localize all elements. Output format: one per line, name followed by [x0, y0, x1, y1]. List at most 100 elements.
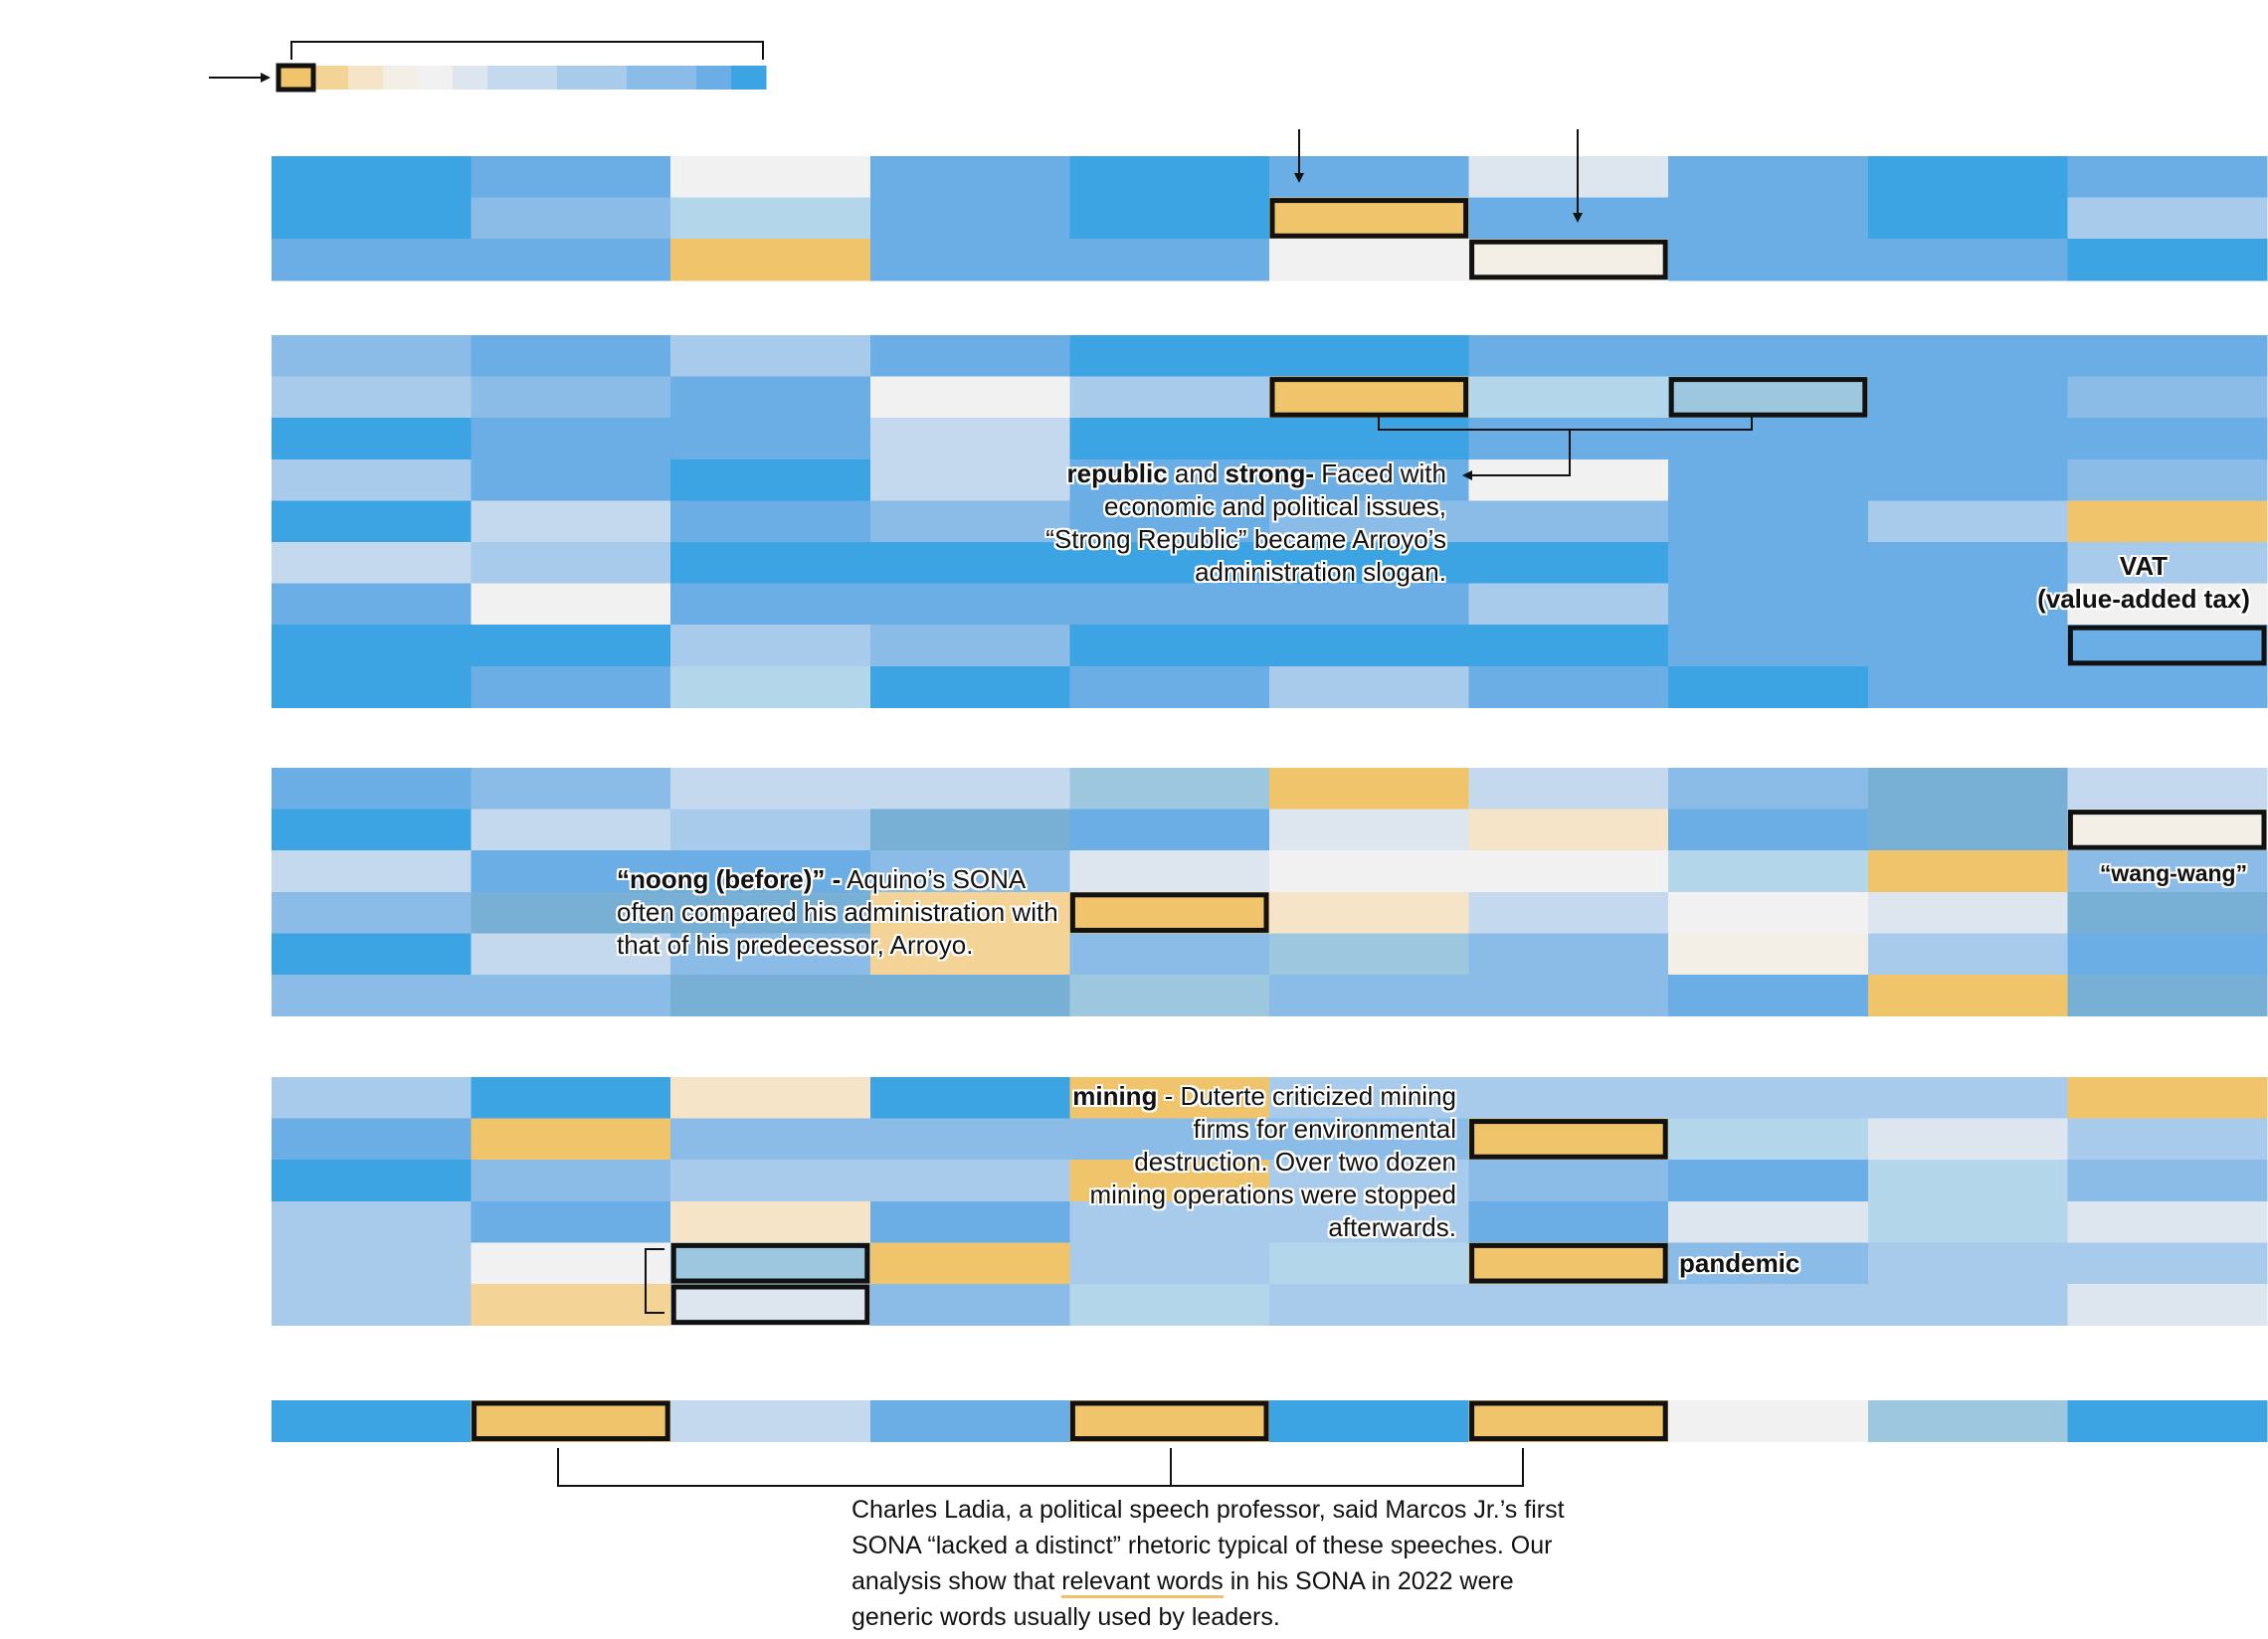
heatmap-cell [869, 1118, 1070, 1161]
heatmap-cell [471, 809, 671, 851]
heatmap-cell [1269, 1077, 1470, 1120]
heatmap-cell [471, 1400, 671, 1443]
legend-swatch [696, 66, 732, 90]
legend-swatch [487, 66, 523, 90]
heatmap-cell [670, 418, 871, 460]
heatmap-cell [1468, 1160, 1669, 1202]
heatmap-cell [1668, 1118, 1869, 1161]
heatmap-cell [2067, 239, 2268, 281]
heatmap-cell [471, 418, 671, 460]
heatmap-cell [471, 975, 671, 1017]
heatmap-cell [1468, 239, 1669, 281]
heatmap-cell [1269, 197, 1470, 240]
heatmap-cell [1668, 891, 1869, 934]
heatmap-cell [1668, 1284, 1869, 1327]
heatmap-cell [2067, 1284, 2268, 1327]
heatmap-cell [869, 665, 1070, 708]
heatmap-cell [1069, 891, 1270, 934]
heatmap-cell [1468, 335, 1669, 378]
heatmap-cell [1468, 1284, 1669, 1327]
heatmap-cell [670, 850, 871, 893]
legend-swatch [662, 66, 697, 90]
heatmap-cell [1069, 156, 1270, 199]
legend-swatch [627, 66, 662, 90]
heatmap-cell [1069, 239, 1270, 281]
heatmap-cell [1069, 768, 1270, 811]
heatmap-cell [272, 1077, 472, 1120]
heatmap-cell [471, 583, 671, 626]
heatmap-cell [1468, 768, 1669, 811]
heatmap-cell [1867, 583, 2068, 626]
caption-text1: Charles Ladia, a political speech profes… [851, 1496, 1565, 1595]
legend-arrow-head [261, 73, 271, 83]
heatmap-cell [471, 197, 671, 240]
heatmap-cell [272, 933, 472, 976]
heatmap-cell [1867, 809, 2068, 851]
heatmap-cell [1069, 376, 1270, 419]
heatmap-cell [471, 625, 671, 667]
heatmap-cell [869, 500, 1070, 543]
heatmap-cell [1867, 156, 2068, 199]
heatmap-cell [471, 665, 671, 708]
heatmap-cell [272, 583, 472, 626]
heatmap-cell [1069, 1077, 1270, 1120]
annotation-noong-text: Aquino’s SONA often compared his adminis… [617, 864, 1058, 960]
heatmap-cell [1867, 542, 2068, 585]
heatmap-cell [272, 156, 472, 199]
heatmap-cell [471, 1077, 671, 1120]
highlighted-cells [472, 198, 2267, 1442]
heatmap-cell [272, 458, 472, 501]
heatmap-cell [2067, 768, 2268, 811]
highlighted-cell [472, 1400, 670, 1442]
heatmap-cell [1069, 458, 1270, 501]
heatmap-cell [1069, 197, 1270, 240]
heatmap-cell [1069, 933, 1270, 976]
heatmap-cell [272, 1400, 472, 1443]
heatmap-cell [670, 542, 871, 585]
heatmap-cell [272, 197, 472, 240]
heatmap-cell [272, 768, 472, 811]
heatmap-cell [471, 1200, 671, 1243]
heatmap-cell [869, 975, 1070, 1017]
heatmap-cell [1468, 1200, 1669, 1243]
heatmap-cell [471, 156, 671, 199]
heatmap-cell [1668, 335, 1869, 378]
heatmap-cell [1069, 1284, 1270, 1327]
heatmap-cell [1668, 418, 1869, 460]
highlighted-cell [1069, 892, 1269, 933]
heatmap-cell [1269, 625, 1470, 667]
legend-swatch [313, 66, 349, 90]
heatmap-cell [670, 1118, 871, 1161]
heatmap-cell [1269, 665, 1470, 708]
heatmap-cell [1269, 583, 1470, 626]
heatmap-cell [1069, 850, 1270, 893]
heatmap-cell [471, 768, 671, 811]
heatmap-cell [272, 1242, 472, 1285]
heatmap-cell [1668, 376, 1869, 419]
heatmap-cell [1668, 933, 1869, 976]
annotation-republic-text2: Faced with economic and political issues… [1045, 458, 1446, 587]
legend-swatch [348, 66, 384, 90]
caption-text2: in his SONA in 2022 were generic words u… [851, 1567, 1514, 1631]
heatmap-cell [2067, 809, 2268, 851]
heatmap-cell [869, 583, 1070, 626]
legend-swatch [418, 66, 454, 90]
heatmap-cell [471, 458, 671, 501]
heatmap-cell [1269, 500, 1470, 543]
heatmap-cell [272, 239, 472, 281]
republic-pointer [1470, 430, 1571, 476]
heatmap-cell [670, 500, 871, 543]
heatmap-cell [1867, 376, 2068, 419]
heatmap-cell [471, 1118, 671, 1161]
highlighted-cell [2067, 625, 2267, 666]
heatmap-cell [2067, 850, 2268, 893]
heatmap-cell [1867, 1160, 2068, 1202]
heatmap-cell [2067, 500, 2268, 543]
heatmap-cell [1668, 809, 1869, 851]
annotation-mining-text: - Duterte criticized mining firms for en… [1089, 1081, 1456, 1242]
heatmap-cell [670, 665, 871, 708]
heatmap-cell [1269, 542, 1470, 585]
heatmap-cell [869, 1200, 1070, 1243]
heatmap-cell [272, 335, 472, 378]
heatmap-cell [869, 156, 1070, 199]
